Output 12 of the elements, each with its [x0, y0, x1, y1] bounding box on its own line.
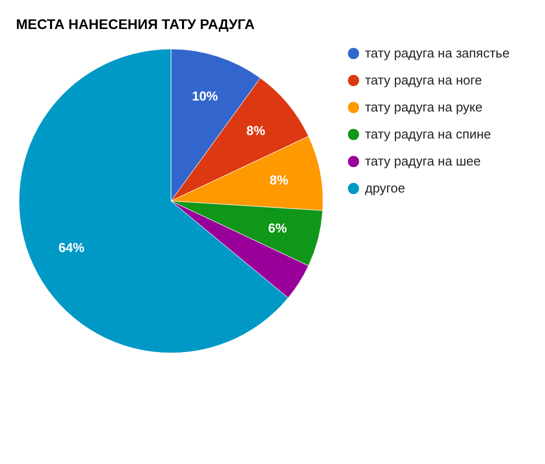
data-label: 64% [58, 240, 85, 255]
data-label: 8% [246, 122, 266, 138]
data-label: 8% [270, 172, 289, 188]
legend-label: другое [365, 180, 406, 196]
legend-label: тату радуга на шее [365, 154, 481, 168]
data-label: 10% [192, 88, 218, 104]
legend-label: тату радуга на запястье [365, 46, 510, 60]
legend-label: тату радуга на спине [365, 126, 492, 142]
legend-label: тату радуга на руке [365, 100, 482, 114]
legend-label: тату радуга на ноге [365, 72, 482, 88]
data-label: 6% [268, 220, 288, 236]
chart-title: МЕСТА НАНЕСЕНИЯ ТАТУ РАДУГА [16, 16, 255, 32]
